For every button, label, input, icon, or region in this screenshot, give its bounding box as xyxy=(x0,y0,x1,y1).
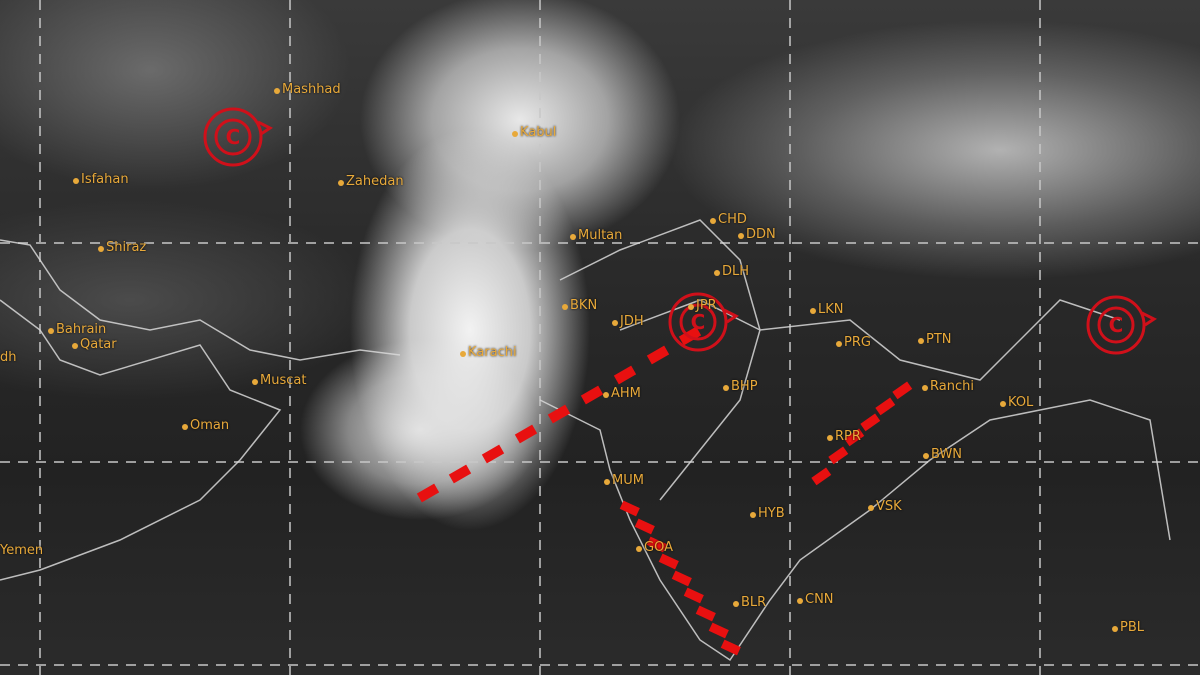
city-label: dh xyxy=(0,350,17,365)
trough-dash xyxy=(811,467,832,486)
trough-dash xyxy=(683,587,704,604)
city-label: CHD xyxy=(710,212,747,227)
city-label: Oman xyxy=(182,418,229,433)
cyclonic-circulation-rajasthan: C xyxy=(668,292,739,352)
trough-dash xyxy=(892,381,913,400)
city-label: BKN xyxy=(562,298,597,313)
cyclone-ring xyxy=(668,292,728,352)
city-label: Yemen xyxy=(0,543,43,558)
city-label: BHP xyxy=(723,379,758,394)
trough-dash xyxy=(481,444,505,464)
city-label: PBL xyxy=(1112,620,1144,635)
trough-dash xyxy=(416,483,440,503)
city-label: Isfahan xyxy=(73,172,129,187)
cyclonic-circulation-iran: C xyxy=(203,107,273,167)
city-label: CNN xyxy=(797,592,834,607)
city-label: Karachi xyxy=(460,345,517,360)
trough-dash xyxy=(708,622,729,639)
city-label: JDH xyxy=(612,314,644,329)
trough-dash xyxy=(658,553,679,570)
trough-dash xyxy=(720,639,741,656)
cyclone-symbol: C xyxy=(226,125,241,149)
city-label: PRG xyxy=(836,335,871,350)
city-label: KOL xyxy=(1000,395,1033,410)
city-label: VSK xyxy=(868,499,902,514)
city-label: HYB xyxy=(750,506,785,521)
city-label: Ranchi xyxy=(922,379,974,394)
trough-dash xyxy=(580,385,604,405)
trough-dash xyxy=(619,500,640,517)
city-label: Multan xyxy=(570,228,622,243)
trough-dash xyxy=(875,397,896,416)
cyclone-ring xyxy=(1086,295,1146,355)
city-label: BWN xyxy=(923,447,962,462)
city-label: BLR xyxy=(733,595,766,610)
trough-dash xyxy=(547,404,571,424)
city-label: Muscat xyxy=(252,373,306,388)
city-label: DDN xyxy=(738,227,776,242)
city-label: Bahrain xyxy=(48,322,106,337)
border xyxy=(559,219,761,501)
city-label: Kabul xyxy=(512,125,556,140)
city-label: GOA xyxy=(636,540,673,555)
city-label: PTN xyxy=(918,332,952,347)
city-label: Shiraz xyxy=(98,240,146,255)
trough-dash xyxy=(860,413,881,432)
cyclone-symbol: C xyxy=(691,310,706,334)
city-label: RPR xyxy=(827,429,861,444)
trough-dash xyxy=(514,424,538,444)
cyclone-ring xyxy=(203,107,263,167)
city-label: MUM xyxy=(604,473,644,488)
trough-dash xyxy=(695,605,716,622)
trough-dash xyxy=(448,464,472,484)
city-label: JPR xyxy=(688,298,717,313)
city-label: LKN xyxy=(810,302,844,317)
trough-line-west-coast xyxy=(619,500,741,656)
trough-dash xyxy=(671,570,692,587)
city-label: AHM xyxy=(603,386,641,401)
trough-dash xyxy=(646,345,670,365)
cyclone-arrow-icon xyxy=(257,120,273,136)
cyclone-arrow-icon xyxy=(1141,311,1157,327)
cyclone-arrow-icon xyxy=(723,308,739,324)
city-label: Qatar xyxy=(72,337,117,352)
coastline xyxy=(539,399,1171,662)
cyclone-symbol: C xyxy=(1109,313,1124,337)
trough-dash xyxy=(828,446,849,465)
cyclone-ring xyxy=(1097,306,1135,344)
coastlines-borders xyxy=(0,219,1171,662)
city-label: DLH xyxy=(714,264,749,279)
cyclone-ring xyxy=(214,118,252,156)
trough-dash xyxy=(634,518,655,535)
trough-dash xyxy=(613,365,637,385)
city-label: Zahedan xyxy=(338,174,404,189)
coastline xyxy=(0,239,401,361)
city-label: Mashhad xyxy=(274,82,341,97)
coastline xyxy=(0,299,282,581)
cyclonic-circulation-northeast: C xyxy=(1086,295,1157,355)
